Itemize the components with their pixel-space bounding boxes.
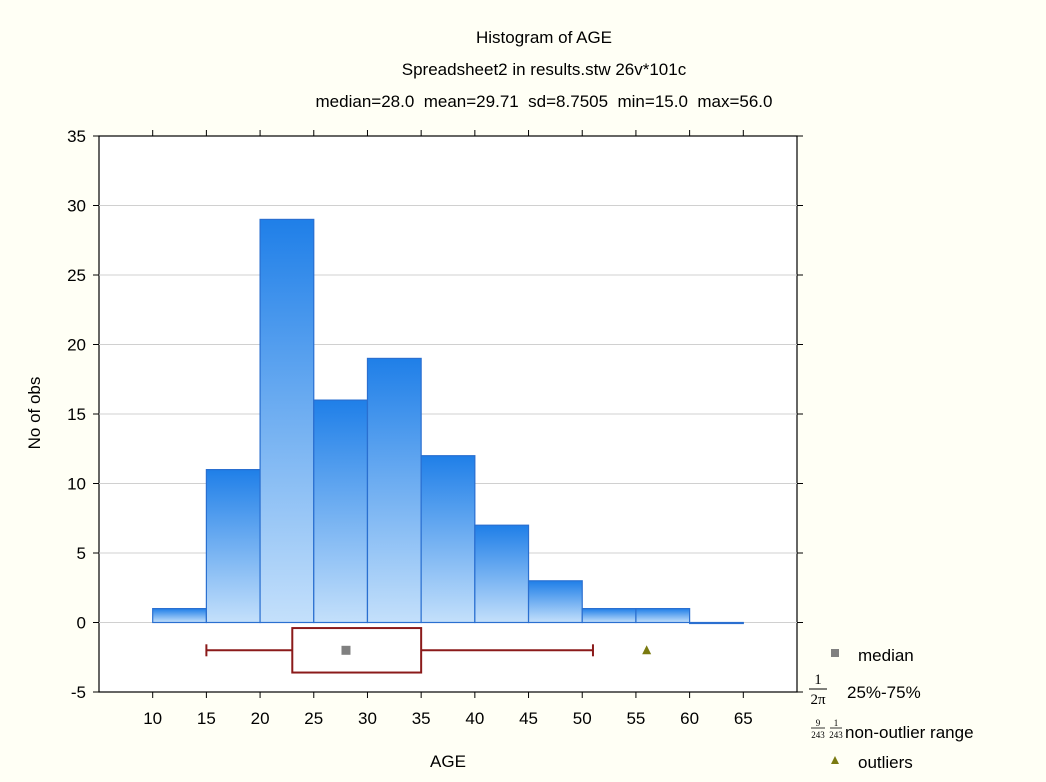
y-tick-label: 0	[77, 614, 86, 633]
axes: -5 0 5 10 15 20 25 30 35 10 15 20 25 30 35 40 45 50 55 60 65	[67, 127, 803, 728]
histogram-bar	[420, 455, 476, 624]
legend: median 1 2π 25%-75% 9 243 1 243 non-outl…	[809, 646, 974, 772]
y-tick-label: 30	[67, 197, 86, 216]
boxplot	[205, 627, 652, 674]
histogram-bar	[689, 621, 744, 625]
x-axis-label: AGE	[430, 752, 466, 771]
legend-label-outliers: outliers	[858, 753, 913, 772]
histogram-bar	[205, 469, 261, 624]
outlier-marker	[642, 645, 652, 655]
x-tick-label: 15	[197, 709, 216, 728]
histogram-bar	[152, 607, 207, 624]
legend-glyph-b-den: 243	[829, 730, 843, 740]
chart-subtitle: Spreadsheet2 in results.stw 26v*101c	[402, 60, 687, 79]
histogram-bars	[152, 218, 744, 625]
x-tick-label: 20	[251, 709, 270, 728]
chart-stats-line: median=28.0 mean=29.71 sd=8.7505 min=15.…	[316, 92, 773, 111]
y-tick-label: 5	[77, 544, 86, 563]
y-tick-label: -5	[71, 683, 86, 702]
legend-glyph-a-num: 9	[816, 718, 821, 728]
y-tick-label: 20	[67, 336, 86, 355]
histogram-bar	[366, 357, 422, 624]
legend-glyph-b-num: 1	[834, 718, 839, 728]
iqr-box	[291, 627, 423, 674]
histogram-bar	[474, 524, 530, 624]
legend-glyph-numerator: 1	[814, 672, 822, 688]
legend-box-glyph: 1 2π	[809, 672, 827, 708]
x-tick-label: 40	[465, 709, 484, 728]
histogram-bar	[527, 580, 583, 624]
legend-glyph-a-den: 243	[811, 730, 825, 740]
y-tick-label: 25	[67, 266, 86, 285]
x-tick-label: 25	[304, 709, 323, 728]
legend-whisker-glyph: 9 243 1 243	[811, 718, 843, 740]
histogram-bar	[313, 399, 369, 624]
legend-label-whisker: non-outlier range	[845, 723, 974, 742]
x-tick-label: 30	[358, 709, 377, 728]
x-tick-label: 50	[573, 709, 592, 728]
x-tick-label: 45	[519, 709, 538, 728]
y-tick-label: 15	[67, 405, 86, 424]
legend-outlier-marker	[831, 756, 839, 764]
y-axis-label: No of obs	[25, 377, 44, 450]
x-tick-label: 60	[680, 709, 699, 728]
legend-glyph-denominator: 2π	[810, 692, 826, 708]
legend-label-median: median	[858, 646, 914, 665]
x-tick-label: 10	[143, 709, 162, 728]
median-marker	[341, 645, 351, 655]
histogram-bar	[259, 218, 315, 624]
legend-median-marker	[831, 649, 839, 657]
histogram-bar	[581, 607, 637, 624]
y-tick-label: 10	[67, 475, 86, 494]
y-tick-label: 35	[67, 127, 86, 146]
histogram-bar	[635, 607, 691, 624]
legend-label-box: 25%-75%	[847, 683, 921, 702]
chart-title: Histogram of AGE	[476, 28, 612, 47]
x-tick-label: 35	[412, 709, 431, 728]
x-tick-label: 65	[734, 709, 753, 728]
x-tick-label: 55	[626, 709, 645, 728]
